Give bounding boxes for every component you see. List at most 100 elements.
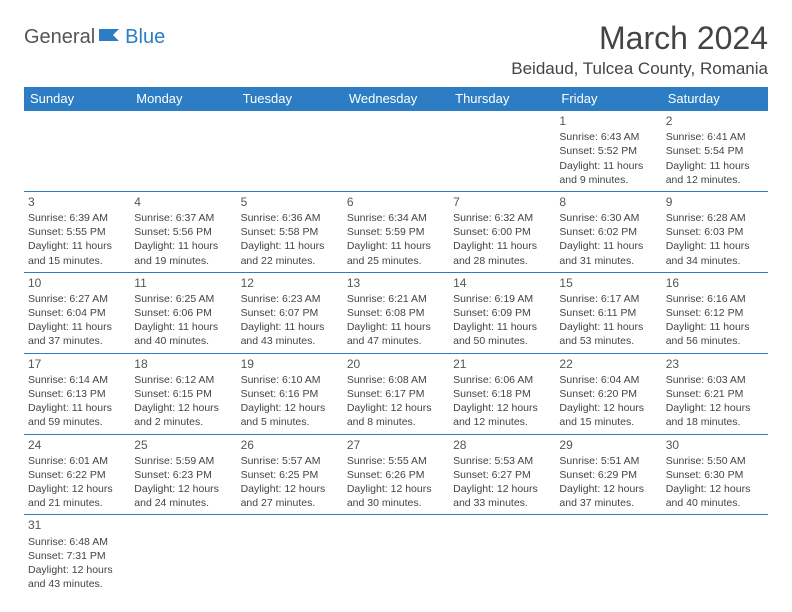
calendar-week-row: 24Sunrise: 6:01 AMSunset: 6:22 PMDayligh… xyxy=(24,434,768,515)
sunset-line: Sunset: 6:22 PM xyxy=(28,468,126,482)
day-number: 25 xyxy=(134,437,232,453)
calendar-day-cell: 4Sunrise: 6:37 AMSunset: 5:56 PMDaylight… xyxy=(130,191,236,272)
sunrise-line: Sunrise: 6:36 AM xyxy=(241,211,339,225)
sunset-line: Sunset: 6:02 PM xyxy=(559,225,657,239)
calendar-day-cell: 23Sunrise: 6:03 AMSunset: 6:21 PMDayligh… xyxy=(662,353,768,434)
calendar-day-cell: 7Sunrise: 6:32 AMSunset: 6:00 PMDaylight… xyxy=(449,191,555,272)
calendar-week-row: 3Sunrise: 6:39 AMSunset: 5:55 PMDaylight… xyxy=(24,191,768,272)
daylight-line: Daylight: 11 hours and 40 minutes. xyxy=(134,320,232,348)
location: Beidaud, Tulcea County, Romania xyxy=(511,59,768,79)
sunset-line: Sunset: 6:30 PM xyxy=(666,468,764,482)
sunrise-line: Sunrise: 6:10 AM xyxy=(241,373,339,387)
calendar-day-cell: 25Sunrise: 5:59 AMSunset: 6:23 PMDayligh… xyxy=(130,434,236,515)
sunset-line: Sunset: 6:20 PM xyxy=(559,387,657,401)
day-number: 2 xyxy=(666,113,764,129)
sunrise-line: Sunrise: 6:41 AM xyxy=(666,130,764,144)
daylight-line: Daylight: 12 hours and 2 minutes. xyxy=(134,401,232,429)
sunrise-line: Sunrise: 6:39 AM xyxy=(28,211,126,225)
day-number: 26 xyxy=(241,437,339,453)
day-number: 16 xyxy=(666,275,764,291)
sunrise-line: Sunrise: 6:30 AM xyxy=(559,211,657,225)
calendar-day-cell: 22Sunrise: 6:04 AMSunset: 6:20 PMDayligh… xyxy=(555,353,661,434)
daylight-line: Daylight: 12 hours and 8 minutes. xyxy=(347,401,445,429)
calendar-head: SundayMondayTuesdayWednesdayThursdayFrid… xyxy=(24,87,768,111)
day-header: Monday xyxy=(130,87,236,111)
day-number: 23 xyxy=(666,356,764,372)
daylight-line: Daylight: 11 hours and 37 minutes. xyxy=(28,320,126,348)
day-number: 19 xyxy=(241,356,339,372)
day-number: 6 xyxy=(347,194,445,210)
day-number: 17 xyxy=(28,356,126,372)
daylight-line: Daylight: 11 hours and 19 minutes. xyxy=(134,239,232,267)
calendar-day-cell: 11Sunrise: 6:25 AMSunset: 6:06 PMDayligh… xyxy=(130,272,236,353)
sunrise-line: Sunrise: 6:43 AM xyxy=(559,130,657,144)
calendar-day-cell: 15Sunrise: 6:17 AMSunset: 6:11 PMDayligh… xyxy=(555,272,661,353)
day-number: 10 xyxy=(28,275,126,291)
calendar-day-cell: 14Sunrise: 6:19 AMSunset: 6:09 PMDayligh… xyxy=(449,272,555,353)
day-number: 5 xyxy=(241,194,339,210)
sunset-line: Sunset: 5:58 PM xyxy=(241,225,339,239)
logo-part2: Blue xyxy=(125,26,165,49)
daylight-line: Daylight: 12 hours and 21 minutes. xyxy=(28,482,126,510)
sunset-line: Sunset: 5:59 PM xyxy=(347,225,445,239)
daylight-line: Daylight: 11 hours and 28 minutes. xyxy=(453,239,551,267)
daylight-line: Daylight: 12 hours and 15 minutes. xyxy=(559,401,657,429)
sunrise-line: Sunrise: 6:48 AM xyxy=(28,535,126,549)
day-header-row: SundayMondayTuesdayWednesdayThursdayFrid… xyxy=(24,87,768,111)
calendar-day-cell xyxy=(237,515,343,595)
daylight-line: Daylight: 11 hours and 9 minutes. xyxy=(559,159,657,187)
sunrise-line: Sunrise: 6:17 AM xyxy=(559,292,657,306)
calendar-day-cell: 17Sunrise: 6:14 AMSunset: 6:13 PMDayligh… xyxy=(24,353,130,434)
sunset-line: Sunset: 6:17 PM xyxy=(347,387,445,401)
sunset-line: Sunset: 6:09 PM xyxy=(453,306,551,320)
day-number: 29 xyxy=(559,437,657,453)
sunrise-line: Sunrise: 6:19 AM xyxy=(453,292,551,306)
day-number: 3 xyxy=(28,194,126,210)
sunset-line: Sunset: 6:29 PM xyxy=(559,468,657,482)
sunrise-line: Sunrise: 6:25 AM xyxy=(134,292,232,306)
calendar-day-cell: 21Sunrise: 6:06 AMSunset: 6:18 PMDayligh… xyxy=(449,353,555,434)
day-number: 28 xyxy=(453,437,551,453)
daylight-line: Daylight: 12 hours and 43 minutes. xyxy=(28,563,126,591)
calendar-day-cell: 9Sunrise: 6:28 AMSunset: 6:03 PMDaylight… xyxy=(662,191,768,272)
sunset-line: Sunset: 6:26 PM xyxy=(347,468,445,482)
daylight-line: Daylight: 11 hours and 34 minutes. xyxy=(666,239,764,267)
day-number: 21 xyxy=(453,356,551,372)
sunset-line: Sunset: 6:15 PM xyxy=(134,387,232,401)
calendar-day-cell xyxy=(449,111,555,192)
day-number: 8 xyxy=(559,194,657,210)
sunrise-line: Sunrise: 6:27 AM xyxy=(28,292,126,306)
logo: General Blue xyxy=(24,26,165,49)
calendar-day-cell: 26Sunrise: 5:57 AMSunset: 6:25 PMDayligh… xyxy=(237,434,343,515)
calendar-day-cell: 27Sunrise: 5:55 AMSunset: 6:26 PMDayligh… xyxy=(343,434,449,515)
day-number: 9 xyxy=(666,194,764,210)
sunrise-line: Sunrise: 6:32 AM xyxy=(453,211,551,225)
day-number: 27 xyxy=(347,437,445,453)
calendar-day-cell: 16Sunrise: 6:16 AMSunset: 6:12 PMDayligh… xyxy=(662,272,768,353)
calendar-day-cell: 18Sunrise: 6:12 AMSunset: 6:15 PMDayligh… xyxy=(130,353,236,434)
calendar-day-cell xyxy=(130,111,236,192)
daylight-line: Daylight: 12 hours and 30 minutes. xyxy=(347,482,445,510)
day-number: 22 xyxy=(559,356,657,372)
day-number: 15 xyxy=(559,275,657,291)
calendar-day-cell xyxy=(130,515,236,595)
sunset-line: Sunset: 6:27 PM xyxy=(453,468,551,482)
day-number: 14 xyxy=(453,275,551,291)
title-block: March 2024 Beidaud, Tulcea County, Roman… xyxy=(511,20,768,79)
daylight-line: Daylight: 11 hours and 15 minutes. xyxy=(28,239,126,267)
sunset-line: Sunset: 6:23 PM xyxy=(134,468,232,482)
day-header: Saturday xyxy=(662,87,768,111)
sunset-line: Sunset: 6:04 PM xyxy=(28,306,126,320)
daylight-line: Daylight: 12 hours and 5 minutes. xyxy=(241,401,339,429)
daylight-line: Daylight: 11 hours and 47 minutes. xyxy=(347,320,445,348)
calendar-day-cell xyxy=(343,515,449,595)
calendar-day-cell: 13Sunrise: 6:21 AMSunset: 6:08 PMDayligh… xyxy=(343,272,449,353)
calendar-day-cell: 28Sunrise: 5:53 AMSunset: 6:27 PMDayligh… xyxy=(449,434,555,515)
daylight-line: Daylight: 12 hours and 40 minutes. xyxy=(666,482,764,510)
calendar-day-cell: 1Sunrise: 6:43 AMSunset: 5:52 PMDaylight… xyxy=(555,111,661,192)
daylight-line: Daylight: 11 hours and 22 minutes. xyxy=(241,239,339,267)
day-number: 24 xyxy=(28,437,126,453)
calendar-day-cell: 5Sunrise: 6:36 AMSunset: 5:58 PMDaylight… xyxy=(237,191,343,272)
day-number: 1 xyxy=(559,113,657,129)
logo-part1: General xyxy=(24,26,95,49)
